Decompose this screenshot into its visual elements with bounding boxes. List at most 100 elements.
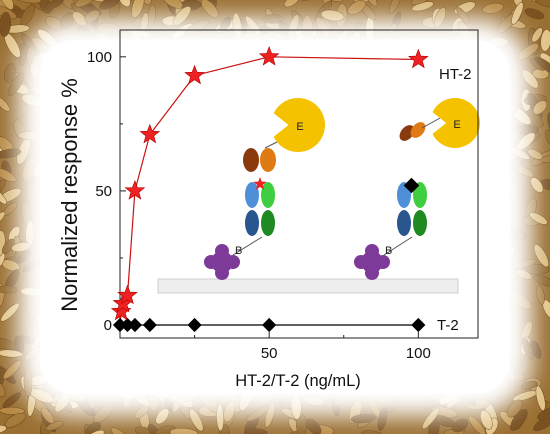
grain-kernel [489, 36, 509, 47]
enzyme-label: E [296, 121, 303, 133]
ht2-data-point [124, 180, 146, 200]
streptavidin-core [211, 251, 233, 273]
free-antibody-left [399, 125, 415, 141]
streptavidin-core [361, 251, 383, 273]
grain-kernel [0, 424, 7, 434]
grain-kernel [59, 12, 74, 30]
grain-kernel [0, 211, 6, 227]
grain-kernel [529, 212, 548, 225]
series-label-t2: T-2 [437, 317, 459, 334]
grain-kernel [20, 33, 40, 57]
grain-kernel [524, 8, 545, 20]
grain-kernel [172, 6, 192, 26]
grain-kernel [520, 380, 538, 390]
grain-kernel [264, 402, 276, 428]
x-tick-label: 50 [261, 345, 278, 362]
grain-kernel [545, 129, 550, 147]
grain-kernel [287, 14, 300, 38]
ht2-data-point [258, 45, 280, 66]
enzyme-icon [273, 97, 325, 152]
ht2-star-icon [253, 177, 267, 190]
antibody-chain-right [413, 182, 427, 208]
grain-kernel [388, 0, 402, 14]
linker-line [383, 236, 413, 256]
streptavidin-icon: B [354, 244, 392, 280]
grain-kernel [532, 100, 548, 115]
grain-kernel [0, 187, 7, 205]
biotin-label: B [235, 245, 242, 257]
antibody-icon [245, 182, 275, 236]
grain-kernel [21, 157, 36, 182]
streptavidin-lobe [204, 255, 218, 269]
grain-kernel [468, 415, 486, 434]
streptavidin-lobe [376, 255, 390, 269]
series-label-ht2: HT-2 [439, 66, 472, 83]
grain-kernel [482, 2, 504, 14]
grain-kernel [72, 11, 87, 26]
streptavidin-lobe [215, 244, 229, 258]
grain-kernel [510, 408, 528, 431]
grain-kernel [244, 428, 268, 434]
grain-kernel [147, 423, 161, 434]
ht2-data-point [139, 123, 161, 144]
grain-kernel [507, 399, 523, 418]
grain-kernel [510, 291, 532, 310]
grain-kernel [533, 244, 549, 268]
grain-kernel [511, 258, 537, 269]
ht2-data-point [184, 64, 205, 85]
grain-kernel [93, 403, 115, 424]
grain-kernel [434, 7, 447, 28]
grain-kernel [517, 43, 540, 60]
grain-kernel [44, 0, 64, 10]
grain-kernel [0, 406, 25, 415]
grain-kernel [410, 0, 436, 5]
y-tick-label: 0 [104, 317, 112, 334]
grain-kernel [161, 0, 183, 9]
grain-kernel [74, 0, 97, 8]
assay-schematic: B E B E [157, 97, 480, 294]
grain-kernel [189, 408, 204, 432]
surface-plate [157, 278, 459, 294]
grain-kernel [516, 269, 532, 280]
grain-kernel [84, 9, 100, 23]
grain-kernel [361, 430, 383, 434]
t2-data-point [112, 317, 128, 333]
grain-kernel [296, 413, 307, 434]
streptavidin-icon: B [204, 244, 242, 280]
grain-kernel [530, 177, 544, 193]
y-axis-title: Normalized response % [57, 78, 82, 312]
grain-kernel [0, 349, 23, 358]
grain-kernel [0, 148, 22, 159]
free-antibody-right [410, 122, 426, 138]
secondary-antibody-right [260, 148, 276, 172]
grain-kernel [0, 11, 11, 37]
grain-kernel [526, 110, 544, 128]
antibody-chain-left [245, 182, 259, 208]
linker-line [232, 236, 263, 256]
grain-kernel [96, 22, 121, 34]
streptavidin-lobe [365, 244, 379, 258]
enzyme-icon [432, 98, 480, 148]
grain-kernel [0, 381, 6, 398]
biotin-label: B [385, 245, 392, 257]
grain-kernel [421, 407, 440, 430]
grain-kernel [262, 14, 284, 24]
grain-kernel [2, 360, 22, 380]
grain-kernel [452, 418, 469, 433]
antibody-chain-right [413, 210, 427, 236]
y-tick-label: 50 [95, 183, 112, 200]
data-marks [110, 45, 429, 333]
grain-kernel [534, 56, 550, 74]
grain-kernel [134, 405, 149, 419]
plot-frame [119, 29, 479, 339]
streptavidin-lobe [226, 255, 240, 269]
grain-kernel [456, 7, 470, 24]
grain-kernel [377, 406, 388, 431]
grain-kernel [219, 16, 232, 32]
grain-kernel [11, 242, 31, 252]
grain-kernel [2, 392, 21, 409]
grain-kernel [3, 63, 16, 83]
t2-data-point [120, 317, 135, 333]
grain-kernel [0, 285, 18, 294]
